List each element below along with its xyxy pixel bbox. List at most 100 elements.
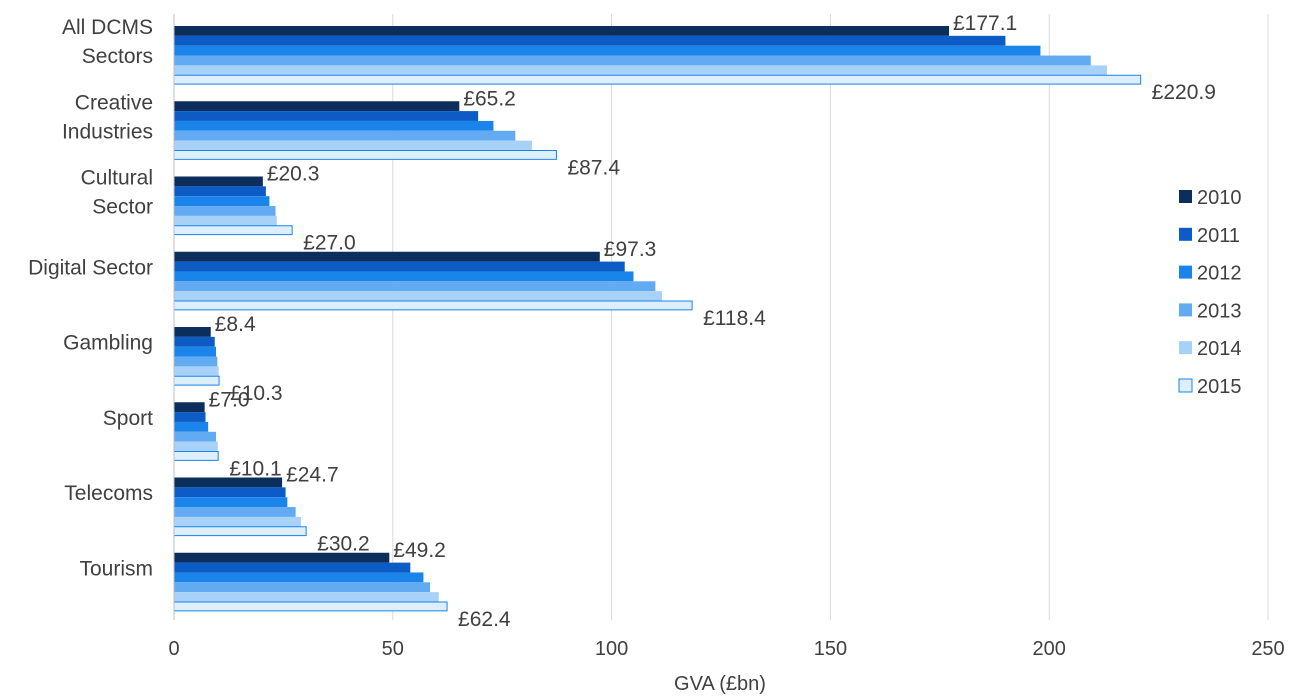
x-tick-label: 50	[382, 638, 404, 660]
bar-2014-all-dcms-sectors	[174, 65, 1107, 76]
bar-2011-sport	[174, 412, 206, 422]
gridlines	[392, 14, 1269, 620]
data-labels: £177.1 £220.9 £65.2 £87.4 £20.3 £27.0 £97.3 £11…	[209, 12, 1216, 631]
bar-2015-cultural-sector	[173, 225, 293, 236]
bar-2010-sport	[174, 402, 205, 413]
category-label: Creative	[75, 91, 153, 114]
bar-2010-cultural-sector	[174, 176, 263, 187]
bar-2010-digital-sector	[174, 251, 600, 262]
data-label-first: £24.7	[286, 464, 339, 487]
category-label: All DCMS	[62, 16, 153, 39]
legend-swatch-2011	[1179, 227, 1192, 241]
data-label-first: £177.1	[953, 12, 1017, 35]
bar-2011-creative-industries	[174, 111, 479, 121]
bar-2015-tourism	[173, 601, 448, 612]
legend-label-2012: 2012	[1197, 263, 1242, 285]
data-label-first: £49.2	[393, 539, 446, 562]
category-label: Industries	[62, 120, 153, 143]
bar-2012-tourism	[174, 572, 424, 583]
category-label: Sectors	[82, 45, 153, 68]
bar-2015-all-dcms-sectors	[173, 74, 1142, 85]
x-tick-label: 150	[814, 638, 847, 660]
bar-2015-gambling	[173, 375, 220, 386]
bar-2012-telecoms	[174, 497, 288, 508]
bar-2011-gambling	[174, 336, 215, 347]
bar-2012-creative-industries	[174, 120, 494, 131]
data-label-first: £20.3	[267, 163, 320, 186]
bar-2012-gambling	[174, 346, 217, 357]
data-label-last: £87.4	[567, 156, 620, 179]
data-label-last: £27.0	[303, 232, 356, 255]
data-label-last: £62.4	[458, 608, 511, 631]
category-label: Cultural	[81, 167, 153, 190]
bar-2012-digital-sector	[174, 271, 634, 282]
category-label: Gambling	[63, 332, 153, 355]
bar-2010-creative-industries	[174, 101, 460, 112]
bar-2015-creative-industries	[173, 150, 557, 160]
bars	[173, 26, 1142, 612]
bar-2013-digital-sector	[174, 281, 656, 292]
bar-2012-all-dcms-sectors	[174, 45, 1041, 56]
data-label-last: £10.3	[230, 382, 283, 405]
bar-2014-sport	[174, 441, 218, 452]
data-label-first: £65.2	[463, 87, 516, 110]
legend-swatch-2012	[1179, 265, 1192, 279]
bar-2013-sport	[174, 431, 217, 442]
bar-2015-sport	[173, 451, 219, 461]
legend-label-2013: 2013	[1197, 300, 1242, 322]
data-label-last: £118.4	[703, 307, 766, 330]
bar-2014-tourism	[174, 592, 439, 602]
bar-2011-digital-sector	[174, 261, 625, 272]
bar-2013-cultural-sector	[174, 206, 276, 216]
data-label-last: £10.1	[229, 457, 282, 480]
bar-2013-all-dcms-sectors	[174, 55, 1091, 66]
bar-2010-telecoms	[174, 477, 283, 488]
legend-swatch-2015	[1178, 378, 1193, 393]
x-tick-label: 100	[595, 638, 628, 660]
legend-swatch-2014	[1179, 341, 1192, 355]
bar-2014-gambling	[174, 366, 219, 377]
bar-2011-tourism	[174, 562, 411, 573]
bar-2013-creative-industries	[174, 130, 516, 141]
bar-2013-gambling	[174, 356, 218, 367]
x-tick-label: 0	[168, 638, 179, 660]
data-label-first: £97.3	[604, 238, 657, 261]
legend: 2010 2011 2012 2013 2014 2015	[1178, 187, 1242, 398]
category-label: Sector	[92, 196, 153, 219]
category-label: Telecoms	[64, 482, 153, 505]
legend-label-2015: 2015	[1197, 376, 1242, 398]
data-label-first: £7.0	[209, 388, 250, 411]
bar-2010-gambling	[174, 327, 211, 337]
bar-2014-creative-industries	[174, 140, 532, 151]
category-label: Digital Sector	[28, 256, 153, 279]
bar-2011-cultural-sector	[174, 186, 266, 197]
bar-2012-sport	[174, 421, 209, 432]
bar-2010-tourism	[174, 552, 390, 563]
legend-swatch-2013	[1179, 303, 1192, 317]
bar-2012-cultural-sector	[174, 196, 270, 207]
bar-2014-digital-sector	[174, 291, 662, 301]
bar-2011-telecoms	[174, 487, 286, 498]
x-axis-title: GVA (£bn)	[674, 673, 766, 695]
bar-2013-telecoms	[174, 507, 296, 517]
bar-2015-digital-sector	[173, 300, 693, 311]
axes: 0 50 100 150 200 250 All DCMS Sectors Creative In…	[28, 14, 1285, 660]
bar-2014-telecoms	[174, 516, 301, 527]
data-label-first: £8.4	[215, 313, 256, 336]
bar-2015-telecoms	[173, 526, 307, 537]
legend-swatch-2010	[1179, 190, 1192, 203]
data-label-last: £220.9	[1152, 81, 1216, 104]
x-tick-label: 250	[1251, 638, 1284, 660]
data-label-last: £30.2	[317, 533, 370, 556]
bar-2013-tourism	[174, 582, 430, 593]
bar-2010-all-dcms-sectors	[174, 26, 949, 36]
category-label: Sport	[103, 407, 153, 430]
legend-label-2011: 2011	[1197, 225, 1240, 247]
bar-2011-all-dcms-sectors	[174, 35, 1006, 46]
category-label: Tourism	[79, 557, 153, 580]
legend-label-2014: 2014	[1197, 338, 1242, 360]
x-tick-label: 200	[1033, 638, 1066, 660]
bar-2014-cultural-sector	[174, 215, 277, 226]
legend-label-2010: 2010	[1197, 187, 1242, 209]
